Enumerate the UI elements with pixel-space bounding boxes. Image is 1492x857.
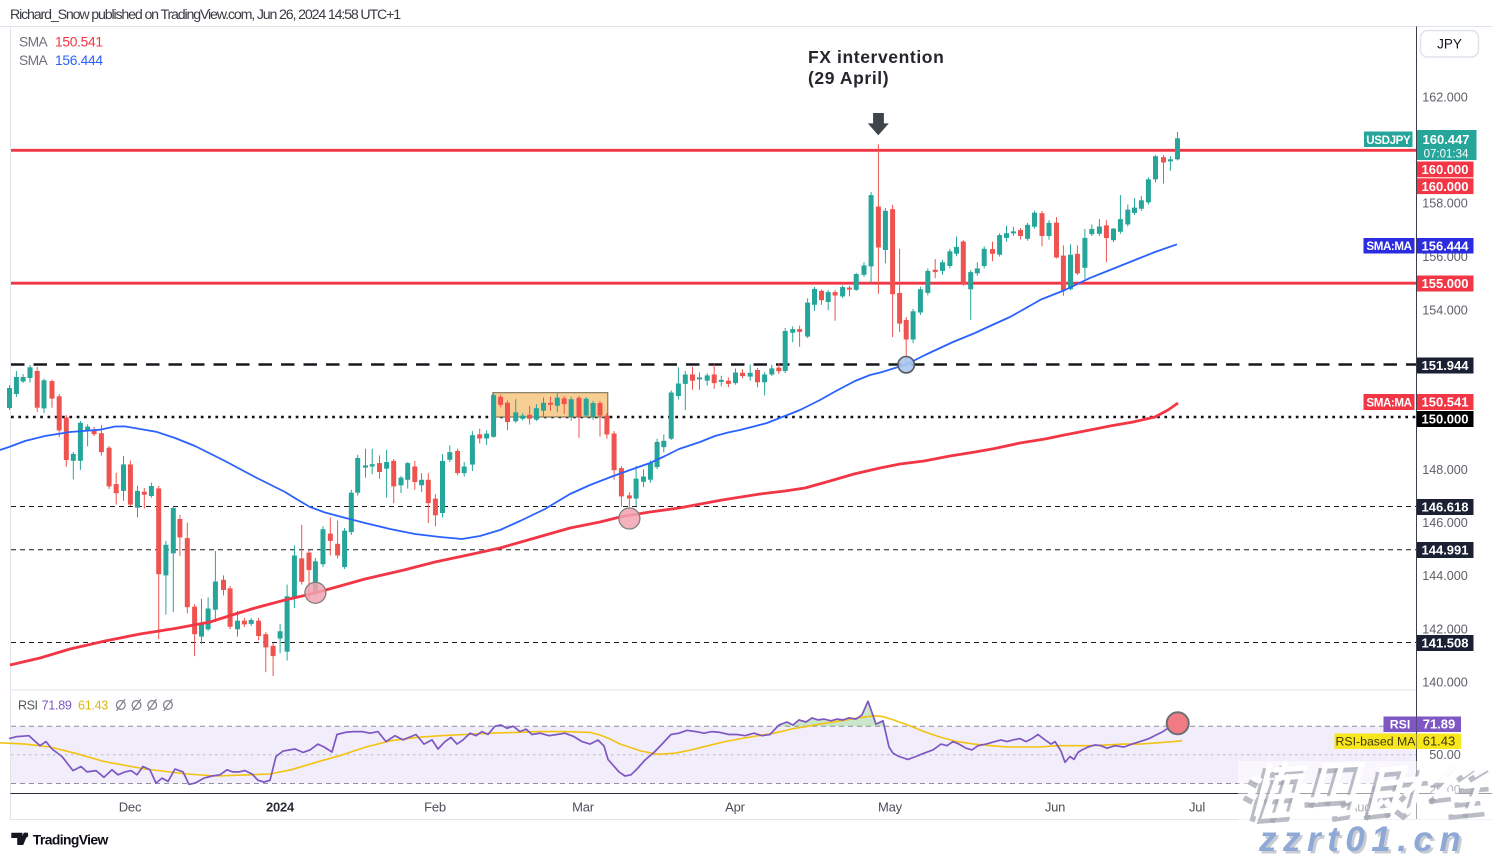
svg-text:50.00: 50.00: [1429, 748, 1461, 762]
svg-text:140.000: 140.000: [1422, 676, 1468, 690]
svg-text:May: May: [878, 800, 903, 815]
svg-text:zzrt01.cn: zzrt01.cn: [1258, 820, 1467, 857]
svg-text:71.89: 71.89: [1423, 717, 1456, 732]
svg-text:(29 April): (29 April): [808, 68, 889, 88]
svg-text:146.618: 146.618: [1422, 500, 1469, 515]
svg-text:RSI: RSI: [18, 699, 38, 713]
svg-text:61.43: 61.43: [1423, 734, 1456, 749]
svg-text:SMA: SMA: [19, 35, 48, 50]
svg-text:TradingView: TradingView: [33, 831, 109, 847]
svg-text:144.000: 144.000: [1422, 569, 1468, 583]
svg-text:156.444: 156.444: [55, 53, 103, 68]
svg-text:07:01:34: 07:01:34: [1424, 149, 1469, 161]
svg-text:154.000: 154.000: [1422, 304, 1468, 318]
svg-text:146.000: 146.000: [1422, 516, 1468, 530]
svg-text:71.89: 71.89: [42, 699, 72, 713]
svg-text:Jun: Jun: [1045, 800, 1065, 815]
svg-text:JPY: JPY: [1437, 37, 1462, 52]
svg-text:Apr: Apr: [725, 800, 746, 815]
svg-text:Mar: Mar: [572, 800, 595, 815]
svg-text:151.944: 151.944: [1422, 358, 1470, 373]
svg-text:150.541: 150.541: [1422, 395, 1469, 410]
svg-text:SMA:MA: SMA:MA: [1366, 240, 1412, 253]
svg-text:2024: 2024: [266, 800, 295, 815]
svg-text:Dec: Dec: [119, 800, 142, 815]
svg-text:USDJPY: USDJPY: [1366, 134, 1411, 147]
svg-text:144.991: 144.991: [1422, 543, 1469, 558]
svg-text:Jul: Jul: [1189, 800, 1205, 815]
svg-text:162.000: 162.000: [1422, 91, 1468, 105]
svg-text:141.508: 141.508: [1422, 636, 1469, 651]
svg-text:142.000: 142.000: [1422, 622, 1468, 636]
svg-text:150.000: 150.000: [1422, 412, 1469, 427]
svg-text:160.447: 160.447: [1423, 132, 1470, 147]
svg-text:158.000: 158.000: [1422, 197, 1468, 211]
svg-text:Feb: Feb: [424, 800, 446, 815]
svg-text:155.000: 155.000: [1422, 276, 1469, 291]
svg-text:SMA:MA: SMA:MA: [1366, 396, 1412, 409]
svg-text:156.444: 156.444: [1422, 238, 1470, 253]
svg-text:zzrt01.cn: zzrt01.cn: [1261, 823, 1470, 857]
svg-text:61.43: 61.43: [78, 699, 108, 713]
svg-text:RSI-based MA: RSI-based MA: [1336, 735, 1417, 749]
svg-text:Richard_Snow published on Trad: Richard_Snow published on TradingView.co…: [10, 7, 401, 23]
svg-text:148.000: 148.000: [1422, 463, 1468, 477]
svg-text:SMA: SMA: [19, 53, 48, 68]
svg-text:RSI: RSI: [1390, 718, 1411, 732]
svg-text:FX intervention: FX intervention: [808, 47, 944, 67]
svg-text:160.000: 160.000: [1422, 162, 1469, 177]
svg-text:150.541: 150.541: [55, 35, 103, 50]
svg-text:160.000: 160.000: [1422, 179, 1469, 194]
